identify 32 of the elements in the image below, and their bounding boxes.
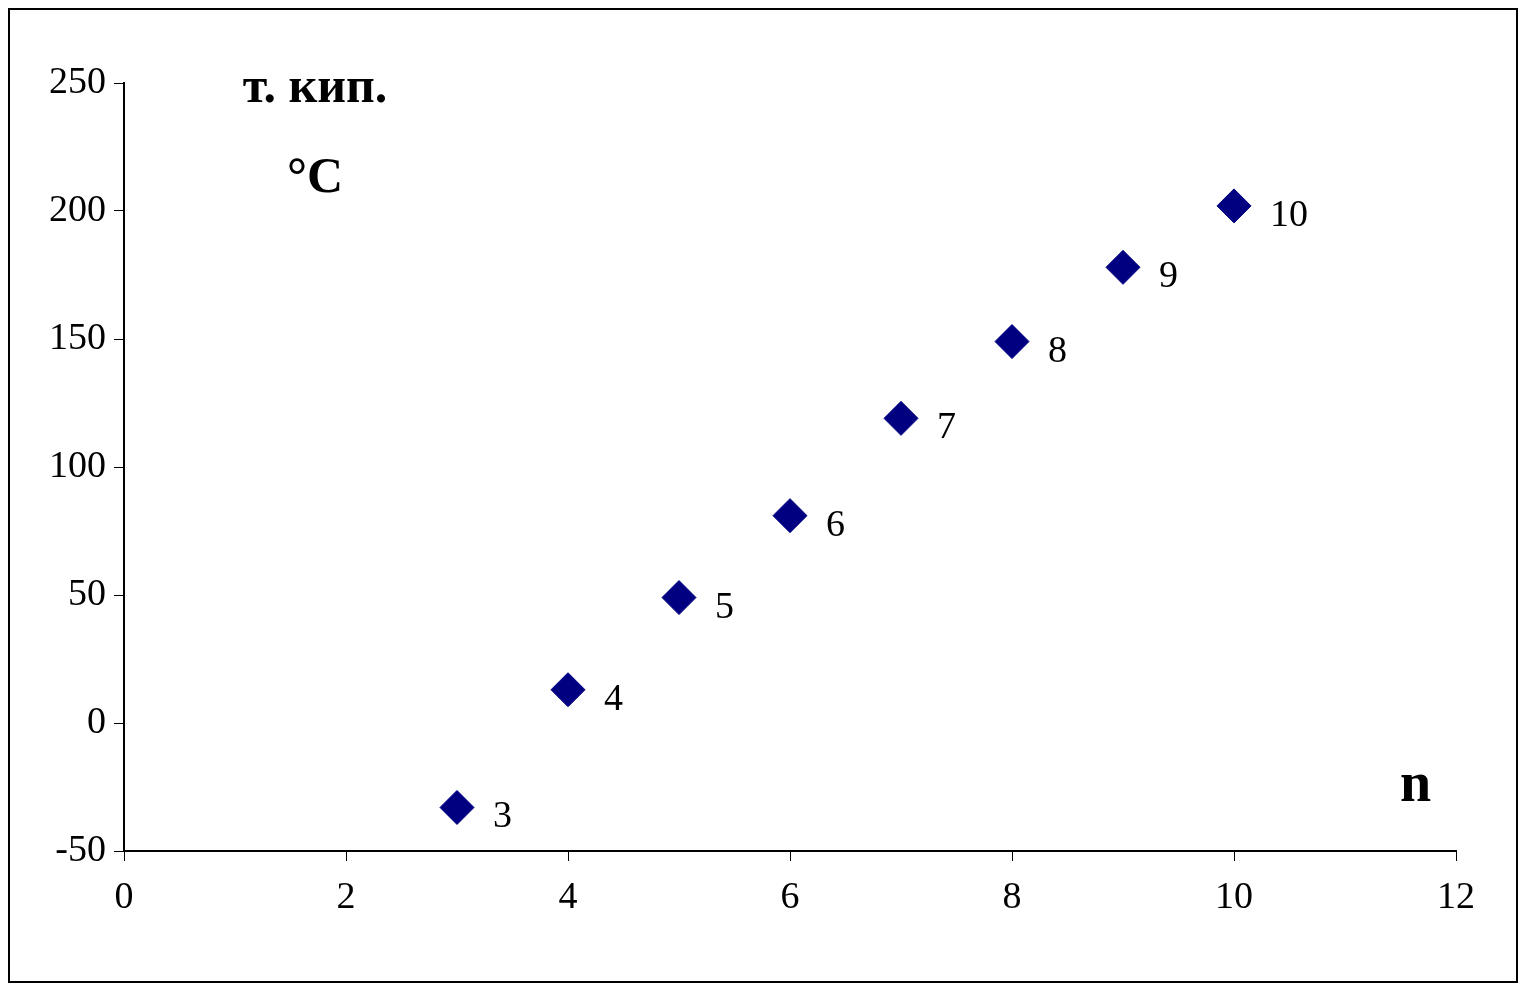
y-tick-label: 0 — [87, 698, 106, 741]
x-tick-label: 8 — [1002, 873, 1022, 916]
point — [439, 789, 475, 825]
annotation: 4 — [604, 675, 623, 718]
point — [994, 324, 1030, 360]
annotation: 5 — [715, 583, 734, 626]
point — [1216, 188, 1252, 224]
annotation: 8 — [1048, 327, 1067, 370]
annotation: 10 — [1270, 191, 1308, 234]
x-tick-label: 6 — [780, 873, 800, 916]
y-tick-label: 250 — [49, 58, 106, 101]
y-tick-label: -50 — [55, 826, 106, 869]
x-tick-label: 2 — [336, 873, 356, 916]
point — [772, 498, 808, 534]
x-tick-label: 4 — [558, 873, 578, 916]
annotation: 3 — [493, 793, 512, 836]
point — [1105, 249, 1141, 285]
y-tick-label: 50 — [68, 570, 106, 613]
y-tick-label: 150 — [49, 314, 106, 357]
x-tick-label: 0 — [114, 873, 134, 916]
point — [661, 580, 697, 616]
y-tick-label: 100 — [49, 442, 106, 485]
y-tick-label: 200 — [49, 186, 106, 229]
point — [883, 400, 919, 436]
y-axis-title: т. кип. °C — [241, 56, 389, 205]
x-tick-label: 10 — [1215, 873, 1253, 916]
point — [550, 672, 586, 708]
x-axis-title: n — [1400, 750, 1432, 814]
annotation: 7 — [937, 404, 956, 447]
annotation: 6 — [826, 501, 845, 544]
annotation: 9 — [1159, 253, 1178, 296]
x-tick-label: 12 — [1437, 873, 1475, 916]
